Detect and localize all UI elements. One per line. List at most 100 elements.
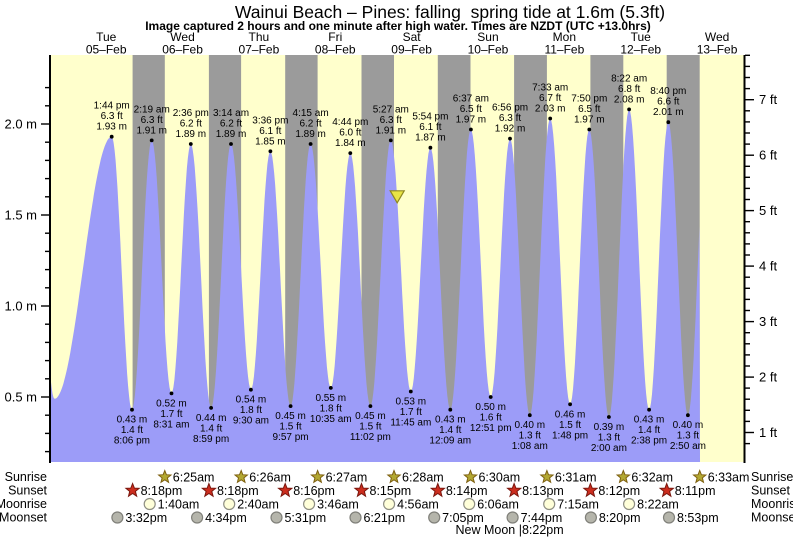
tide-event-dot bbox=[408, 389, 413, 394]
low-tide-time: 12:09 am bbox=[429, 436, 471, 447]
day-name-label: Fri bbox=[328, 30, 342, 44]
sunset-icon bbox=[429, 482, 446, 498]
moonset-time-label: 7:05pm bbox=[442, 511, 484, 525]
low-tide-time: 11:45 am bbox=[390, 418, 431, 429]
day-name-label: Sat bbox=[403, 30, 422, 44]
low-tide-time: 12:51 pm bbox=[470, 423, 512, 434]
tide-event-dot bbox=[607, 415, 611, 419]
sunrise-time-label: 6:25am bbox=[173, 471, 215, 485]
moonrise-time-label: 1:40am bbox=[158, 498, 200, 512]
moonrise-icon bbox=[383, 497, 396, 511]
high-tide-height-ft: 6.3 ft bbox=[101, 111, 123, 122]
moonset-time-label: 4:34pm bbox=[205, 511, 247, 525]
high-tide-height-ft: 6.2 ft bbox=[299, 119, 321, 130]
moonset-row-label-left: Moonset bbox=[0, 511, 48, 525]
high-tide-height-ft: 6.7 ft bbox=[539, 93, 561, 104]
low-tide-height-ft: 1.4 ft bbox=[200, 423, 222, 434]
low-tide-time: 9:57 pm bbox=[272, 432, 308, 443]
right-axis-tick-label: 5 ft bbox=[759, 203, 777, 218]
sunset-icon bbox=[200, 482, 217, 498]
high-tide-height-m: 1.85 m bbox=[255, 136, 286, 147]
moonset-time-label: 7:44pm bbox=[521, 511, 563, 525]
high-tide-time: 8:22 am bbox=[611, 73, 647, 84]
tide-event-dot bbox=[348, 151, 353, 156]
tide-event-dot bbox=[188, 142, 193, 146]
low-tide-time: 1:08 am bbox=[512, 441, 548, 452]
low-tide-height-m: 0.46 m bbox=[555, 409, 586, 420]
high-tide-time: 5:54 pm bbox=[412, 112, 448, 123]
low-tide-height-m: 0.40 m bbox=[514, 420, 545, 431]
high-tide-height-ft: 6.8 ft bbox=[618, 84, 640, 95]
low-tide-height-m: 0.43 m bbox=[634, 415, 665, 426]
high-tide-height-m: 1.89 m bbox=[176, 129, 207, 140]
low-tide-height-m: 0.40 m bbox=[673, 420, 704, 431]
sunrise-icon bbox=[463, 469, 479, 484]
day-name-label: Tue bbox=[96, 30, 117, 44]
moonset-row-label-right: Moonset bbox=[751, 511, 793, 525]
left-axis-tick-label: 2.0 m bbox=[4, 117, 37, 132]
low-tide-height-m: 0.39 m bbox=[594, 422, 625, 433]
sunset-time-label: 8:18pm bbox=[141, 484, 183, 498]
low-tide-height-ft: 1.3 ft bbox=[519, 431, 541, 442]
sunset-row-label-left: Sunset bbox=[8, 484, 47, 498]
tide-event-dot bbox=[209, 406, 214, 410]
day-name-label: Wed bbox=[705, 30, 729, 44]
high-tide-height-ft: 6.5 ft bbox=[578, 104, 600, 115]
sunset-icon bbox=[506, 482, 523, 498]
tide-event-dot bbox=[308, 142, 313, 146]
tide-event-dot bbox=[249, 387, 253, 392]
sunrise-icon bbox=[310, 469, 326, 484]
tide-event-dot bbox=[268, 149, 273, 154]
high-tide-time: 2:19 am bbox=[134, 104, 170, 115]
high-tide-height-ft: 6.0 ft bbox=[339, 128, 361, 139]
high-tide-height-m: 2.03 m bbox=[535, 104, 566, 115]
right-axis-tick-label: 6 ft bbox=[759, 148, 777, 163]
day-date-label: 09–Feb bbox=[391, 43, 432, 57]
low-tide-height-m: 0.43 m bbox=[117, 415, 148, 426]
low-tide-height-ft: 1.3 ft bbox=[598, 433, 620, 444]
high-tide-height-m: 1.91 m bbox=[136, 125, 167, 136]
high-tide-time: 3:36 pm bbox=[252, 115, 288, 126]
right-axis-tick-label: 3 ft bbox=[759, 314, 777, 329]
tide-event-dot bbox=[388, 138, 393, 143]
moonset-icon bbox=[506, 511, 519, 524]
current-time-marker-icon bbox=[389, 190, 406, 204]
moonrise-time-label: 2:40am bbox=[237, 498, 279, 512]
low-tide-time: 2:50 am bbox=[670, 441, 706, 452]
new-moon-label: New Moon |8:22pm bbox=[456, 523, 564, 537]
sunrise-row-label-right: Sunrise bbox=[751, 470, 793, 484]
moonset-icon bbox=[111, 511, 124, 524]
tide-event-dot bbox=[109, 134, 114, 139]
sunset-icon bbox=[582, 482, 599, 498]
sunrise-time-label: 6:26am bbox=[249, 471, 291, 485]
day-date-label: 10–Feb bbox=[468, 43, 509, 57]
moonset-time-label: 8:53pm bbox=[677, 511, 719, 525]
high-tide-height-ft: 6.5 ft bbox=[460, 104, 482, 115]
moonrise-time-label: 8:22am bbox=[637, 498, 679, 512]
high-tide-height-m: 1.84 m bbox=[335, 138, 366, 149]
high-tide-height-ft: 6.2 ft bbox=[220, 119, 242, 130]
capture-note: Image captured 2 hours and one minute af… bbox=[145, 19, 651, 33]
sunrise-icon bbox=[539, 469, 555, 484]
sunset-time-label: 8:16pm bbox=[293, 484, 335, 498]
low-tide-height-ft: 1.5 ft bbox=[279, 422, 301, 433]
high-tide-time: 6:37 am bbox=[453, 93, 489, 104]
moonset-time-label: 6:21pm bbox=[363, 511, 405, 525]
day-name-label: Mon bbox=[553, 30, 576, 44]
low-tide-height-ft: 1.3 ft bbox=[677, 431, 699, 442]
sunrise-icon bbox=[615, 469, 631, 484]
moonset-icon bbox=[662, 511, 676, 524]
tide-event-dot bbox=[149, 138, 154, 143]
high-tide-time: 4:44 pm bbox=[332, 117, 368, 128]
high-tide-height-m: 1.97 m bbox=[456, 114, 487, 125]
high-tide-time: 2:36 pm bbox=[173, 108, 209, 119]
day-date-label: 08–Feb bbox=[315, 43, 356, 57]
sunset-icon bbox=[277, 482, 294, 498]
left-axis-tick-label: 1.5 m bbox=[4, 208, 37, 223]
sunset-time-label: 8:13pm bbox=[522, 484, 564, 498]
tide-event-dot bbox=[666, 120, 671, 125]
low-tide-height-m: 0.45 m bbox=[275, 411, 306, 422]
sunrise-time-label: 6:33am bbox=[708, 471, 750, 485]
low-tide-time: 8:59 pm bbox=[193, 434, 229, 445]
sunset-icon bbox=[658, 482, 675, 498]
